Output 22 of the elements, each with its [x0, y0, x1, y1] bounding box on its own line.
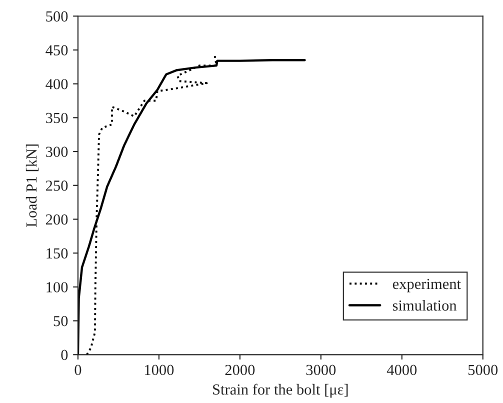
x-tick-label: 1000: [145, 364, 174, 376]
x-tick-label: 0: [74, 364, 82, 376]
y-tick-label: 250: [46, 180, 68, 191]
y-tick-label: 400: [46, 78, 68, 90]
line-series: [78, 59, 306, 355]
x-tick-label: 4000: [386, 364, 417, 376]
x-axis-title: Strain for the bolt [με]: [213, 384, 348, 398]
y-tick-label: 50: [54, 316, 68, 326]
x-tick-label: 3000: [306, 364, 336, 376]
x-tick-label: 2000: [225, 364, 255, 376]
y-tick-label: 100: [46, 282, 68, 292]
y-tick-label: 300: [46, 146, 68, 157]
y-axis-title: Load P1 [kN]: [26, 144, 39, 227]
legend-label: simulation: [392, 300, 457, 311]
y-tick-label: 350: [46, 112, 68, 124]
y-tick-label: 0: [61, 350, 68, 360]
y-tick-label: 450: [46, 45, 68, 56]
x-tick-label: 5000: [468, 364, 498, 376]
y-tick-label: 200: [46, 214, 68, 225]
y-tick-label: 150: [46, 248, 68, 259]
y-tick-label: 500: [46, 11, 68, 22]
legend-label: experiment: [392, 278, 461, 292]
